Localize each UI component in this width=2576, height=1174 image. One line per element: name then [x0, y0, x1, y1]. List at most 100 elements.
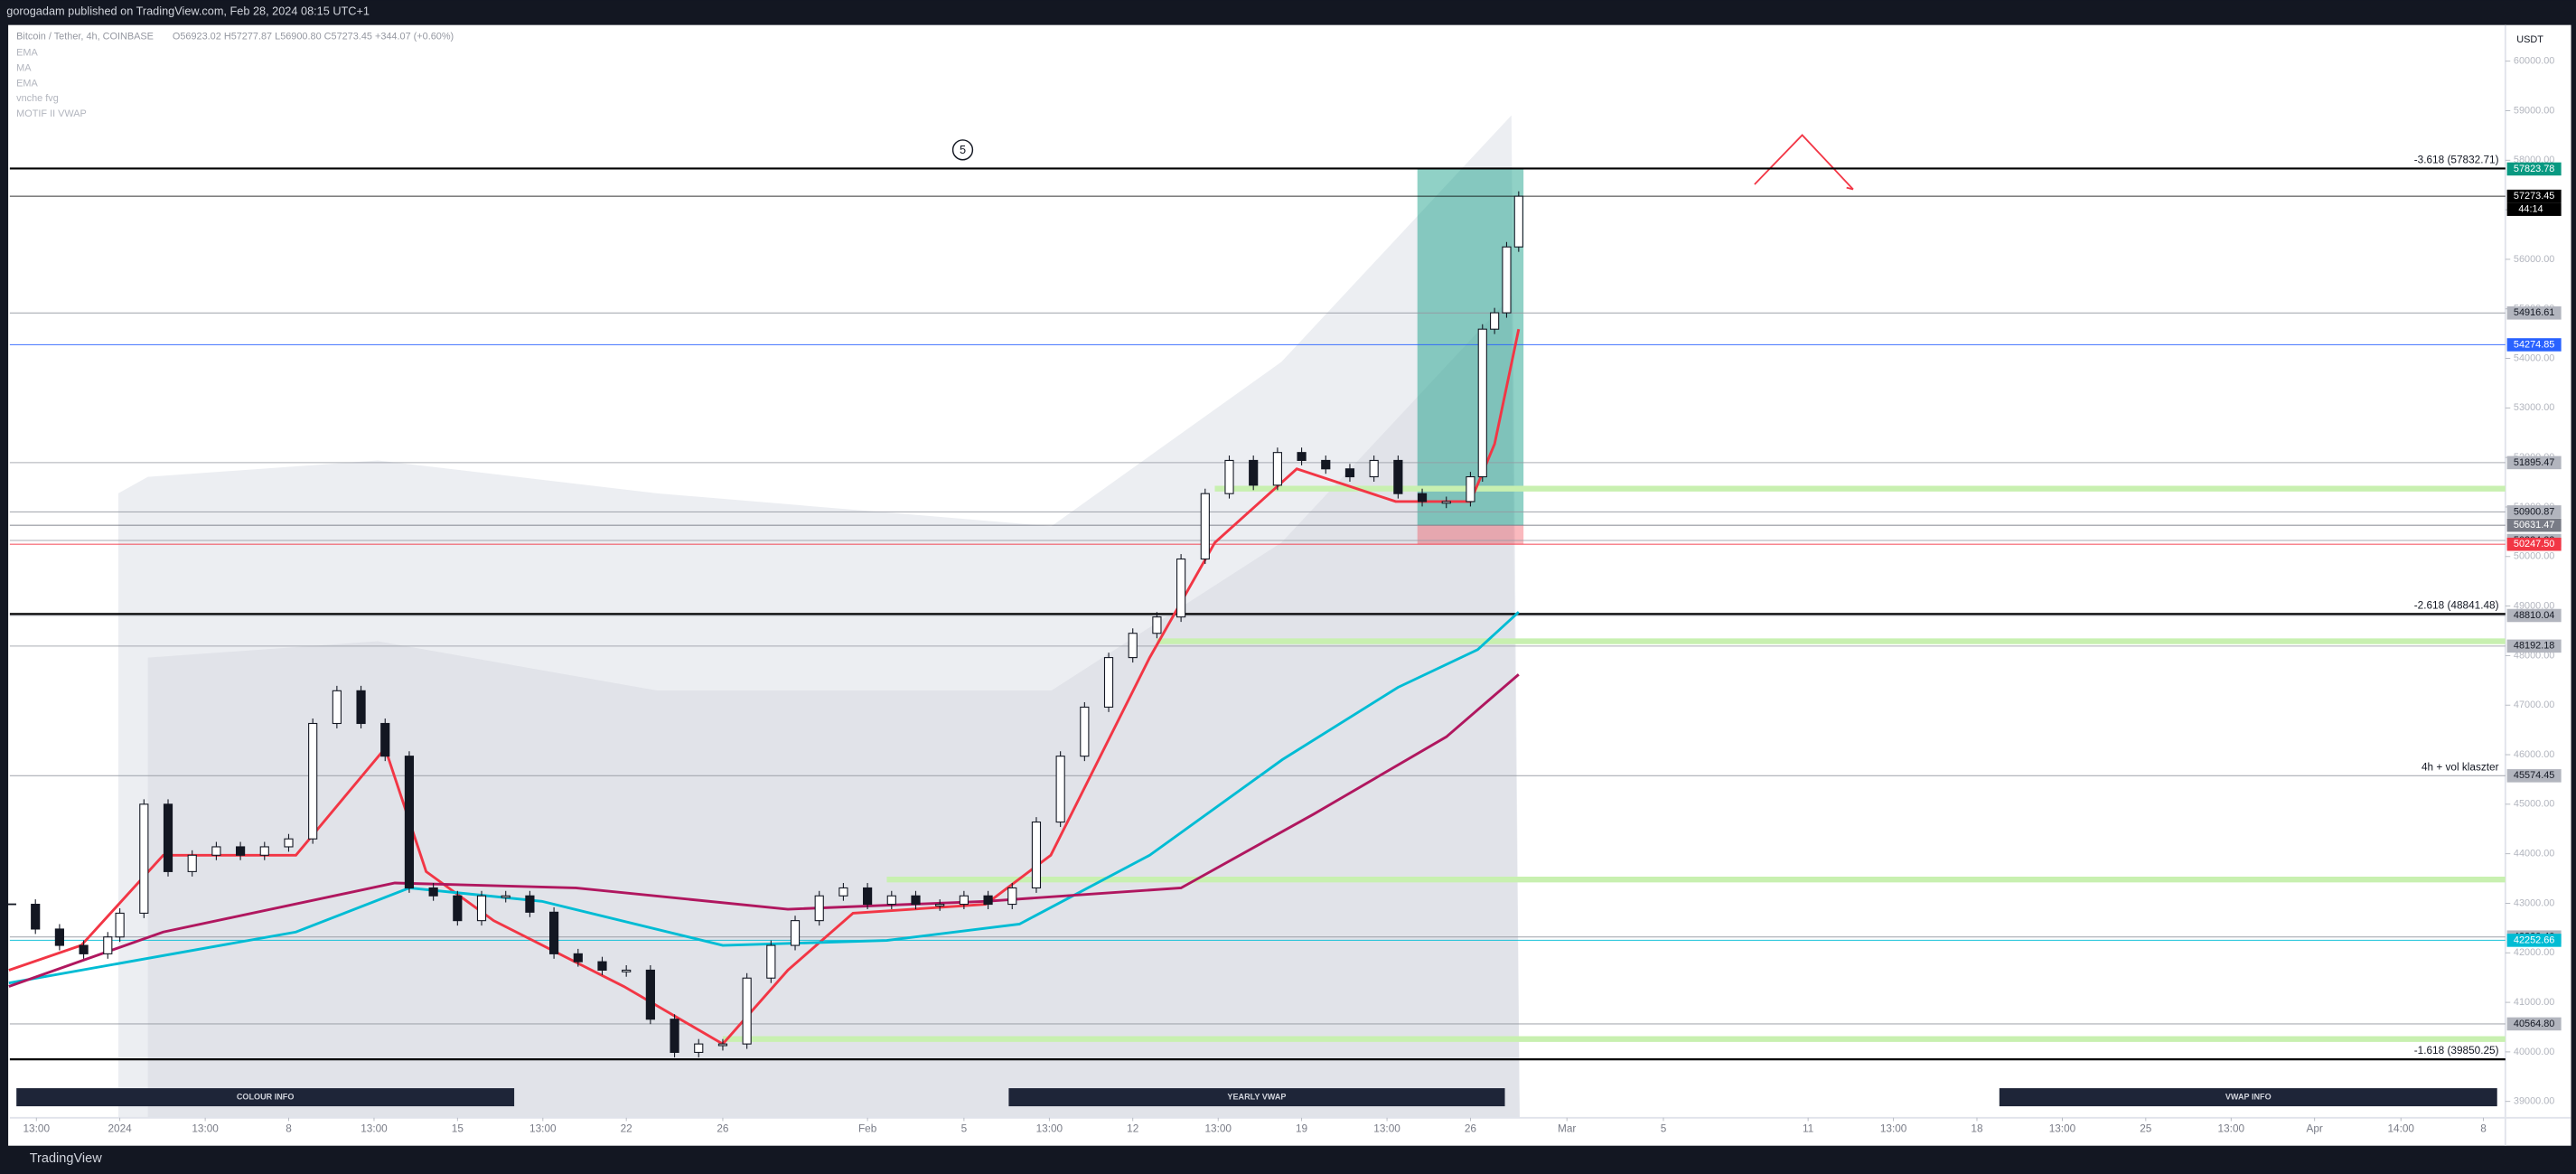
candle [380, 722, 390, 757]
candle [308, 722, 318, 840]
x-tick-label: 8 [2480, 1122, 2487, 1135]
candle [428, 887, 438, 897]
level-label: 57273.45 [2514, 191, 2554, 202]
y-tick-label: 53000.00 [2514, 402, 2554, 413]
x-tick-label: 18 [1971, 1122, 1983, 1135]
x-tick-label: Feb [858, 1122, 877, 1135]
wave-label: 5 [960, 143, 966, 156]
x-tick-label: 11 [1803, 1122, 1813, 1135]
level-label: 45574.45 [2514, 770, 2554, 781]
candle [31, 904, 41, 930]
arrow-head [1846, 186, 1854, 191]
info-button[interactable] [1008, 1088, 1505, 1107]
level-tag [2506, 934, 2562, 947]
candle [622, 969, 632, 972]
info-button[interactable] [1999, 1088, 2497, 1107]
x-tick-label: 2024 [108, 1122, 133, 1135]
fib-label: -1.618 (39850.25) [2414, 1044, 2499, 1057]
candle [453, 895, 463, 922]
candle [1441, 501, 1451, 504]
candle [694, 1043, 704, 1053]
x-tick-label: 13:00 [2049, 1122, 2076, 1135]
candle [1393, 459, 1403, 494]
info-button[interactable] [16, 1088, 515, 1107]
candle [645, 969, 655, 1020]
info-button-label: VWAP INFO [2225, 1092, 2272, 1101]
x-tick-label: 13:00 [192, 1122, 219, 1135]
candle [863, 887, 873, 906]
candle [670, 1019, 679, 1053]
symbol: Bitcoin / Tether, 4h, COINBASE [16, 31, 154, 42]
candle [163, 803, 173, 872]
level-tag [2506, 306, 2562, 320]
indicator: EMA [16, 47, 38, 58]
candle [139, 803, 149, 914]
candle [501, 895, 511, 898]
y-tick-label: 56000.00 [2514, 254, 2554, 265]
candle [356, 690, 366, 725]
candle [1513, 195, 1523, 248]
brand: TradingView [30, 1151, 102, 1166]
candle [1369, 459, 1379, 478]
candle [476, 895, 487, 922]
candle [1249, 459, 1259, 486]
candle [742, 977, 752, 1045]
ohlc: O56923.02 H57277.87 L56900.80 C57273.45 … [173, 31, 454, 42]
candle [573, 953, 583, 963]
annotation: 4h + vol klaszter [2421, 760, 2499, 773]
x-tick-label: 13:00 [23, 1122, 51, 1135]
candle [1055, 756, 1065, 823]
candle [1272, 452, 1282, 486]
candle [1200, 493, 1210, 560]
candle [525, 895, 535, 913]
candle [1103, 657, 1114, 708]
y-tick-label: 46000.00 [2514, 749, 2554, 760]
level-label: 48810.04 [2514, 610, 2554, 621]
candle [236, 846, 246, 856]
level-tag [2506, 537, 2562, 551]
x-tick-label: 13:00 [361, 1122, 388, 1135]
candle [1297, 452, 1307, 461]
indicator: vnche fvg [16, 93, 59, 104]
candle [1502, 246, 1512, 314]
x-tick-label: 13:00 [1880, 1122, 1907, 1135]
level-tag [2506, 189, 2562, 203]
level-tag [2506, 505, 2562, 519]
candle [103, 936, 113, 954]
x-tick-label: 8 [286, 1122, 292, 1135]
currency: USDT [2516, 34, 2543, 45]
indicator: EMA [16, 78, 38, 89]
level-label: 50247.50 [2514, 539, 2554, 549]
y-tick-label: 47000.00 [2514, 700, 2554, 710]
candle [1477, 328, 1487, 478]
candle [404, 756, 415, 889]
candle [1128, 633, 1138, 659]
y-tick-label: 60000.00 [2514, 56, 2554, 67]
level-label: 54274.85 [2514, 339, 2554, 350]
candle [886, 895, 896, 906]
candle [1031, 822, 1042, 889]
fib-label: -2.618 (48841.48) [2414, 598, 2499, 611]
candle [259, 846, 269, 856]
position-profit [1417, 168, 1524, 526]
x-tick-label: Apr [2306, 1122, 2322, 1135]
x-tick-label: 15 [452, 1122, 464, 1135]
candle [717, 1043, 728, 1047]
y-tick-label: 41000.00 [2514, 997, 2554, 1008]
plot: Bitcoin / Tether, 4h, COINBASE O56923.02 … [6, 24, 2571, 1146]
candle [1490, 312, 1500, 330]
y-tick-label: 48000.00 [2514, 650, 2554, 661]
candle [1417, 493, 1428, 502]
candle [935, 904, 945, 906]
moving-average [8, 673, 1520, 988]
x-tick-label: 5 [1661, 1122, 1667, 1135]
vwap-band-inner [147, 296, 1520, 1118]
level-label: 54916.61 [2514, 307, 2554, 318]
y-tick-label: 59000.00 [2514, 105, 2554, 116]
candle [1176, 558, 1186, 618]
level-label: 40564.80 [2514, 1019, 2554, 1029]
x-tick-label: 5 [961, 1122, 968, 1135]
x-tick-label: 22 [621, 1122, 632, 1135]
candle [115, 912, 125, 938]
